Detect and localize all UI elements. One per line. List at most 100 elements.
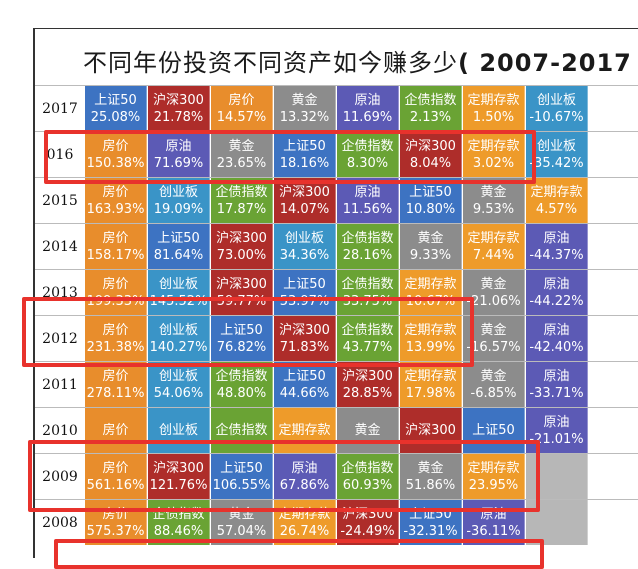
- asset-cell: 创业板 -35.42%: [526, 132, 588, 177]
- asset-return: -33.71%: [529, 385, 584, 401]
- asset-cell: 定期存款 17.98%: [400, 362, 462, 407]
- row-year: 016: [35, 132, 85, 178]
- asset-cell: 企债指数 17.87%: [211, 178, 273, 223]
- asset-name: 原油: [291, 460, 318, 476]
- asset-name: 定期存款: [404, 276, 457, 292]
- asset-cell: 沪深300 21.78%: [148, 86, 210, 131]
- asset-cell: 定期存款 3.02%: [463, 132, 525, 177]
- asset-return: 26.74%: [279, 523, 330, 539]
- asset-cell: [526, 454, 588, 499]
- asset-return: 163.93%: [86, 201, 145, 217]
- asset-cell: 创业板 140.27%: [148, 316, 210, 361]
- asset-return: 140.27%: [149, 339, 208, 355]
- row-year: 2013: [35, 270, 85, 316]
- asset-return: 10.80%: [405, 201, 456, 217]
- asset-name: 定期存款: [467, 230, 520, 246]
- asset-cell: 沪深300 59.77%: [211, 270, 273, 315]
- asset-name: 房价: [102, 322, 129, 338]
- asset-name: 黄金: [480, 276, 507, 292]
- asset-return: 13.32%: [279, 109, 330, 125]
- asset-return: 43.77%: [342, 339, 393, 355]
- asset-cell: 黄金 57.04%: [211, 500, 273, 545]
- page-title: 不同年份投资不同资产如今赚多少( 2007-2017 ): [83, 43, 638, 77]
- asset-name: 原油: [543, 276, 570, 292]
- asset-name: 上证50: [409, 506, 452, 522]
- asset-cell: 企债指数 88.46%: [148, 500, 210, 545]
- asset-name: 房价: [102, 276, 129, 292]
- title-text: 不同年份投资不同资产如今赚多少: [83, 49, 458, 77]
- row-year: 2012: [35, 316, 85, 362]
- asset-return: -36.11%: [466, 523, 521, 539]
- asset-name: 沪深300: [153, 460, 204, 476]
- asset-return: 60.93%: [342, 477, 393, 493]
- asset-cell: 房价 575.37%: [85, 500, 147, 545]
- asset-return: 19.09%: [153, 201, 204, 217]
- asset-cell: 房价: [85, 408, 147, 453]
- asset-return: 17.87%: [216, 201, 267, 217]
- asset-name: 原油: [354, 184, 381, 200]
- asset-name: 创业板: [158, 368, 198, 384]
- asset-return: 145.52%: [149, 293, 208, 309]
- asset-name: 企债指数: [215, 184, 268, 200]
- asset-cell: 企债指数 33.75%: [337, 270, 399, 315]
- asset-return: 71.69%: [153, 155, 204, 171]
- asset-return: 575.37%: [86, 523, 145, 539]
- asset-return: -35.42%: [529, 155, 584, 171]
- asset-return: -24.49%: [340, 523, 395, 539]
- asset-cell: 黄金 -6.85%: [463, 362, 525, 407]
- asset-return: 54.06%: [153, 385, 204, 401]
- asset-return: 28.16%: [342, 247, 393, 263]
- asset-name: 沪深300: [342, 368, 393, 384]
- asset-cell: 企债指数: [211, 408, 273, 453]
- asset-cell: 创业板 145.52%: [148, 270, 210, 315]
- asset-cell: 企债指数 28.16%: [337, 224, 399, 269]
- asset-cell: 创业板: [148, 408, 210, 453]
- asset-cell: 房价 150.38%: [85, 132, 147, 177]
- asset-cell: 黄金: [337, 408, 399, 453]
- asset-name: 上证50: [94, 92, 137, 108]
- asset-cell: 上证50 106.55%: [211, 454, 273, 499]
- asset-return: 121.76%: [149, 477, 208, 493]
- row-year: 2008: [35, 500, 85, 546]
- asset-cell: 房价 199.33%: [85, 270, 147, 315]
- asset-cell: 上证50: [463, 408, 525, 453]
- asset-name: 房价: [228, 92, 255, 108]
- asset-return: 25.08%: [90, 109, 141, 125]
- asset-cell: 黄金 51.86%: [400, 454, 462, 499]
- asset-return: 88.46%: [153, 523, 204, 539]
- row-year: 2009: [35, 454, 85, 500]
- asset-name: 企债指数: [215, 368, 268, 384]
- asset-name: 房价: [102, 423, 129, 438]
- asset-cell: 上证50 -32.31%: [400, 500, 462, 545]
- asset-name: 原油: [354, 92, 381, 108]
- asset-cell: 创业板 -10.67%: [526, 86, 588, 131]
- asset-return: 51.86%: [405, 477, 456, 493]
- asset-return: 150.38%: [86, 155, 145, 171]
- asset-cell: 上证50 81.64%: [148, 224, 210, 269]
- asset-cell: 原油 67.86%: [274, 454, 336, 499]
- asset-name: 企债指数: [341, 138, 394, 154]
- asset-cell: 原油 -44.22%: [526, 270, 588, 315]
- asset-cell: 黄金 9.33%: [400, 224, 462, 269]
- asset-return: 2.13%: [409, 109, 452, 125]
- asset-cell: 房价 158.17%: [85, 224, 147, 269]
- asset-return: 21.78%: [153, 109, 204, 125]
- asset-cell: 房价 231.38%: [85, 316, 147, 361]
- asset-cell: 定期存款 13.99%: [400, 316, 462, 361]
- asset-cell: 黄金 -16.57%: [463, 316, 525, 361]
- asset-return: 11.69%: [342, 109, 393, 125]
- asset-cell: 黄金 -21.06%: [463, 270, 525, 315]
- asset-name: 原油: [165, 138, 192, 154]
- asset-cell: 创业板 19.09%: [148, 178, 210, 223]
- table-row: 2012 房价 231.38% 创业板 140.27% 上证50 76.82% 沪深300 71…: [35, 315, 638, 362]
- asset-cell: 原油 -21.01%: [526, 408, 588, 453]
- asset-name: 原油: [543, 368, 570, 384]
- asset-name: 上证50: [220, 322, 263, 338]
- asset-name: 创业板: [536, 138, 576, 154]
- table-row: 2013 房价 199.33% 创业板 145.52% 沪深300 59.77% 上证50 53…: [35, 269, 638, 316]
- asset-name: 企债指数: [341, 276, 394, 292]
- asset-return: 10.67%: [405, 293, 456, 309]
- asset-name: 沪深300: [153, 92, 204, 108]
- asset-name: 企债指数: [341, 230, 394, 246]
- asset-cell: 房价 278.11%: [85, 362, 147, 407]
